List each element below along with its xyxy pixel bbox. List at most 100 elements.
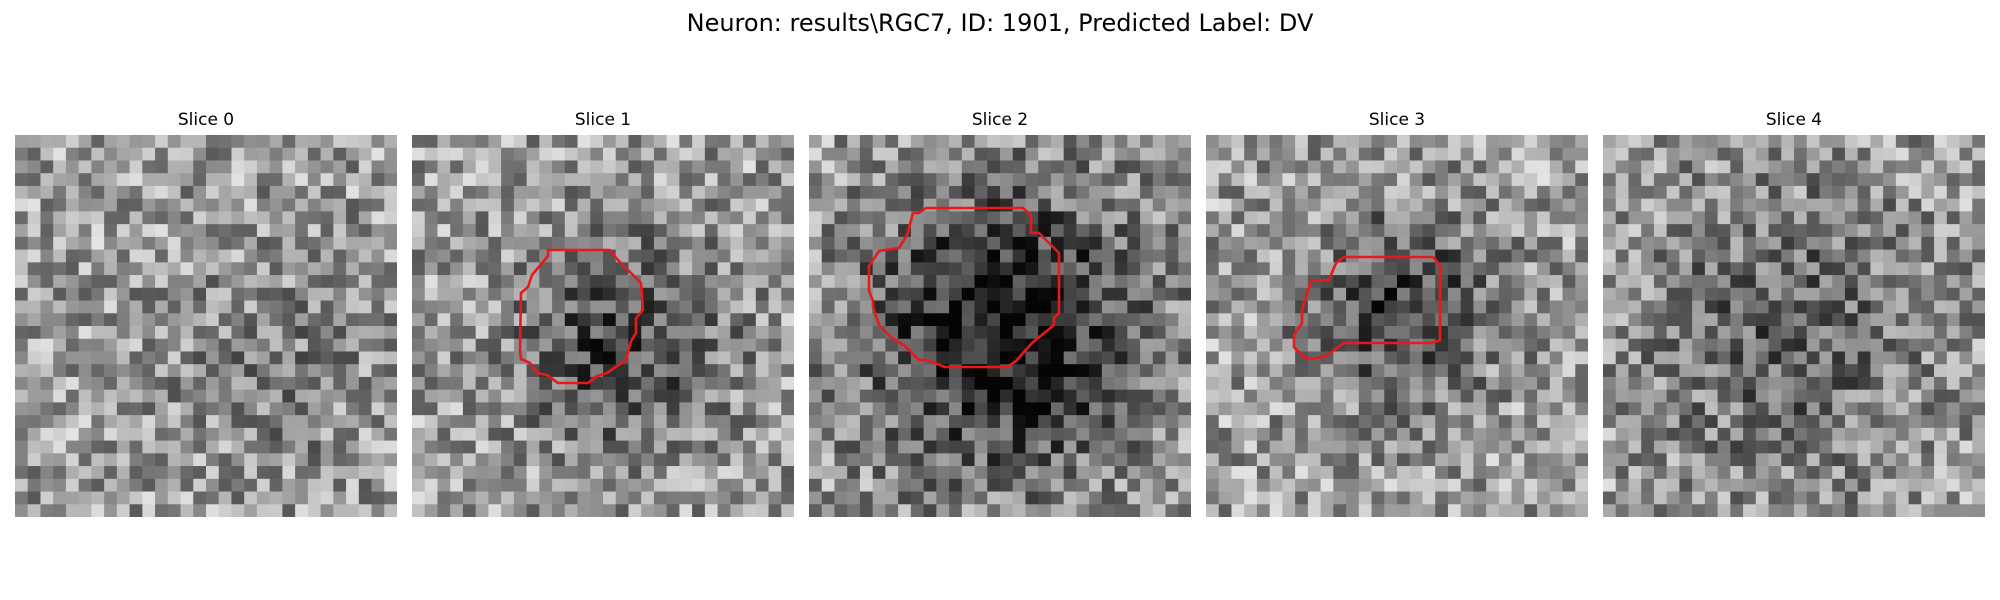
pixel xyxy=(1050,287,1065,302)
pixel xyxy=(15,364,29,378)
pixel xyxy=(1755,275,1770,289)
pixel xyxy=(1794,313,1808,327)
pixel xyxy=(949,351,963,365)
pixel xyxy=(1921,224,1935,238)
pixel xyxy=(256,415,271,429)
pixel xyxy=(603,466,617,480)
pixel xyxy=(755,198,770,212)
pixel xyxy=(1422,415,1436,429)
pixel xyxy=(1089,478,1103,493)
pixel xyxy=(1781,415,1795,429)
pixel xyxy=(1473,300,1487,314)
pixel xyxy=(1794,173,1808,187)
pixel xyxy=(1486,185,1500,200)
pixel xyxy=(1511,453,1525,467)
pixel xyxy=(743,338,757,353)
pixel xyxy=(437,224,451,238)
pixel xyxy=(256,236,271,251)
pixel xyxy=(809,466,823,480)
pixel xyxy=(1641,211,1655,225)
pixel xyxy=(1447,415,1462,429)
pixel xyxy=(821,211,836,225)
pixel xyxy=(1641,135,1655,149)
pixel xyxy=(1603,313,1617,327)
pixel xyxy=(1921,185,1935,200)
pixel xyxy=(27,249,42,263)
pixel xyxy=(1679,402,1693,416)
pixel xyxy=(1743,478,1757,493)
pixel xyxy=(1575,135,1588,149)
pixel xyxy=(244,262,258,276)
pixel xyxy=(1178,504,1191,517)
pixel xyxy=(437,160,451,174)
pixel xyxy=(641,453,655,467)
pixel xyxy=(1934,504,1948,517)
pixel xyxy=(53,326,67,340)
pixel xyxy=(987,402,1001,416)
pixel xyxy=(949,338,963,353)
pixel xyxy=(730,300,744,314)
pixel xyxy=(1524,135,1538,149)
pixel xyxy=(1063,300,1077,314)
pixel xyxy=(717,147,731,162)
pixel xyxy=(1178,478,1191,493)
pixel xyxy=(1819,415,1833,429)
pixel xyxy=(27,466,42,480)
pixel xyxy=(1921,466,1935,480)
pixel xyxy=(1870,236,1884,251)
pixel xyxy=(1895,300,1910,314)
pixel xyxy=(1615,198,1630,212)
pixel xyxy=(704,313,719,327)
pixel xyxy=(129,364,143,378)
pixel xyxy=(40,287,54,302)
pixel xyxy=(501,415,515,429)
pixel xyxy=(475,338,489,353)
pixel xyxy=(475,453,489,467)
pixel xyxy=(371,338,385,353)
pixel xyxy=(1832,338,1846,353)
pixel xyxy=(910,236,925,251)
pixel xyxy=(755,313,770,327)
pixel xyxy=(1666,326,1680,340)
pixel xyxy=(679,236,693,251)
pixel xyxy=(488,478,502,493)
pixel xyxy=(641,466,655,480)
pixel xyxy=(755,466,770,480)
pixel xyxy=(809,478,823,493)
pixel xyxy=(1152,402,1167,416)
pixel xyxy=(755,262,770,276)
pixel xyxy=(1511,402,1525,416)
pixel xyxy=(730,147,744,162)
pixel xyxy=(847,300,861,314)
pixel xyxy=(282,402,296,416)
pixel xyxy=(307,313,322,327)
pixel xyxy=(847,287,861,302)
pixel xyxy=(821,275,836,289)
pixel xyxy=(231,453,245,467)
pixel xyxy=(53,453,67,467)
pixel xyxy=(1114,249,1128,263)
pixel xyxy=(1755,389,1770,403)
pixel xyxy=(603,402,617,416)
pixel xyxy=(475,466,489,480)
pixel xyxy=(1127,389,1141,403)
pixel xyxy=(666,300,680,314)
pixel xyxy=(1333,300,1347,314)
pixel xyxy=(1562,185,1576,200)
pixel xyxy=(1666,147,1680,162)
pixel xyxy=(1832,300,1846,314)
pixel xyxy=(1435,389,1449,403)
pixel xyxy=(1307,198,1322,212)
pixel xyxy=(1883,440,1897,454)
pixel xyxy=(1679,376,1693,391)
pixel xyxy=(1333,287,1347,302)
pixel xyxy=(1089,198,1103,212)
pixel xyxy=(910,262,925,276)
pixel xyxy=(295,415,309,429)
pixel xyxy=(91,224,105,238)
pixel xyxy=(412,211,426,225)
pixel xyxy=(437,440,451,454)
pixel xyxy=(1972,160,1985,174)
pixel xyxy=(1152,466,1167,480)
pixel xyxy=(1358,504,1373,517)
